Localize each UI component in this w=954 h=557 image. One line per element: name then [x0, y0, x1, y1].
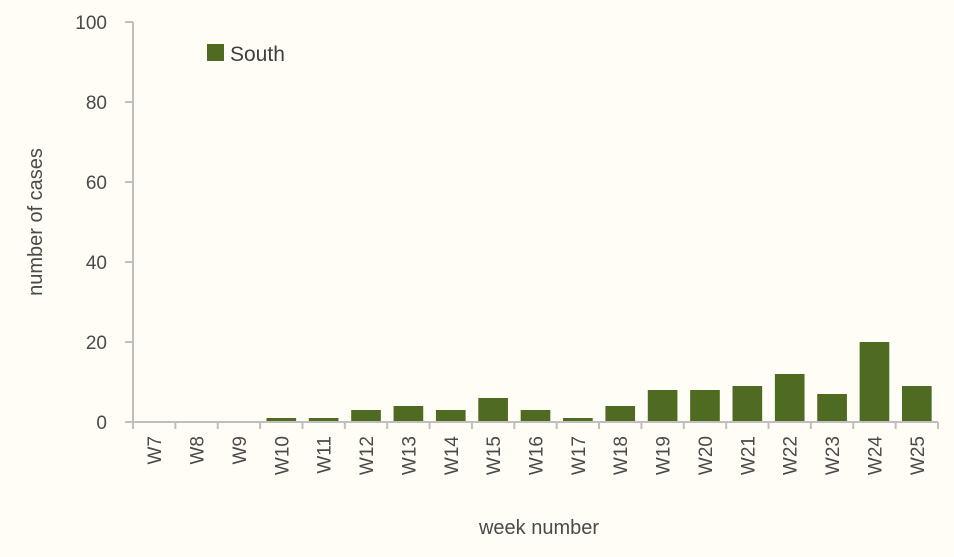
x-tick-label: W21 [738, 436, 759, 475]
x-tick-label: W12 [357, 436, 378, 475]
x-axis-ticks: W7 W8 W9 W10 W11 W12 W13 W14 W15 W16 W17 W18 W19 W20 W… [132, 422, 939, 476]
x-tick-label: W10 [272, 436, 293, 475]
bar-w11 [308, 418, 339, 422]
x-tick-label: W15 [484, 436, 505, 475]
bar-series [266, 342, 932, 422]
legend: South [207, 43, 285, 66]
x-axis-title: week number [478, 517, 599, 539]
x-tick-label: W7 [145, 436, 166, 465]
x-tick-label: W17 [569, 436, 590, 475]
bar-w20 [690, 390, 720, 422]
bar-w21 [732, 386, 763, 422]
bar-w15 [478, 398, 508, 422]
x-tick-label: W14 [442, 436, 463, 476]
x-tick-label: W11 [315, 436, 336, 474]
bar-w10 [266, 418, 297, 422]
legend-swatch-south [207, 44, 224, 61]
x-tick-label: W20 [696, 436, 717, 475]
x-tick-label: W23 [823, 436, 844, 475]
bar-w25 [901, 386, 932, 422]
y-axis-title: number of cases [25, 148, 47, 296]
x-tick-label: W22 [781, 436, 802, 475]
x-tick-label: W18 [611, 436, 632, 475]
x-tick-label: W24 [865, 436, 886, 476]
bar-w18 [605, 406, 636, 422]
x-tick-label: W16 [527, 436, 548, 475]
bar-w13 [393, 406, 424, 422]
y-tick-label: 20 [86, 333, 107, 354]
y-tick-label: 0 [96, 413, 107, 434]
x-tick-label: W8 [188, 436, 209, 465]
bar-w14 [435, 410, 466, 422]
y-tick-label: 40 [86, 253, 107, 274]
x-tick-label: W13 [399, 436, 420, 475]
x-tick-label: W9 [230, 436, 251, 465]
bar-w19 [647, 390, 678, 422]
bar-w22 [774, 374, 805, 422]
bar-w16 [520, 410, 551, 422]
bar-w24 [859, 342, 890, 422]
y-tick-label: 80 [86, 93, 107, 114]
bar-w17 [563, 418, 593, 422]
y-tick-label: 100 [75, 13, 107, 34]
x-tick-label: W19 [654, 436, 675, 475]
bar-w23 [817, 394, 847, 422]
legend-label-south: South [230, 43, 285, 66]
x-tick-label: W25 [908, 436, 929, 475]
y-tick-label: 60 [86, 173, 107, 194]
bar-w12 [351, 410, 381, 422]
y-axis-ticks: 0 20 40 60 80 100 [75, 13, 133, 434]
